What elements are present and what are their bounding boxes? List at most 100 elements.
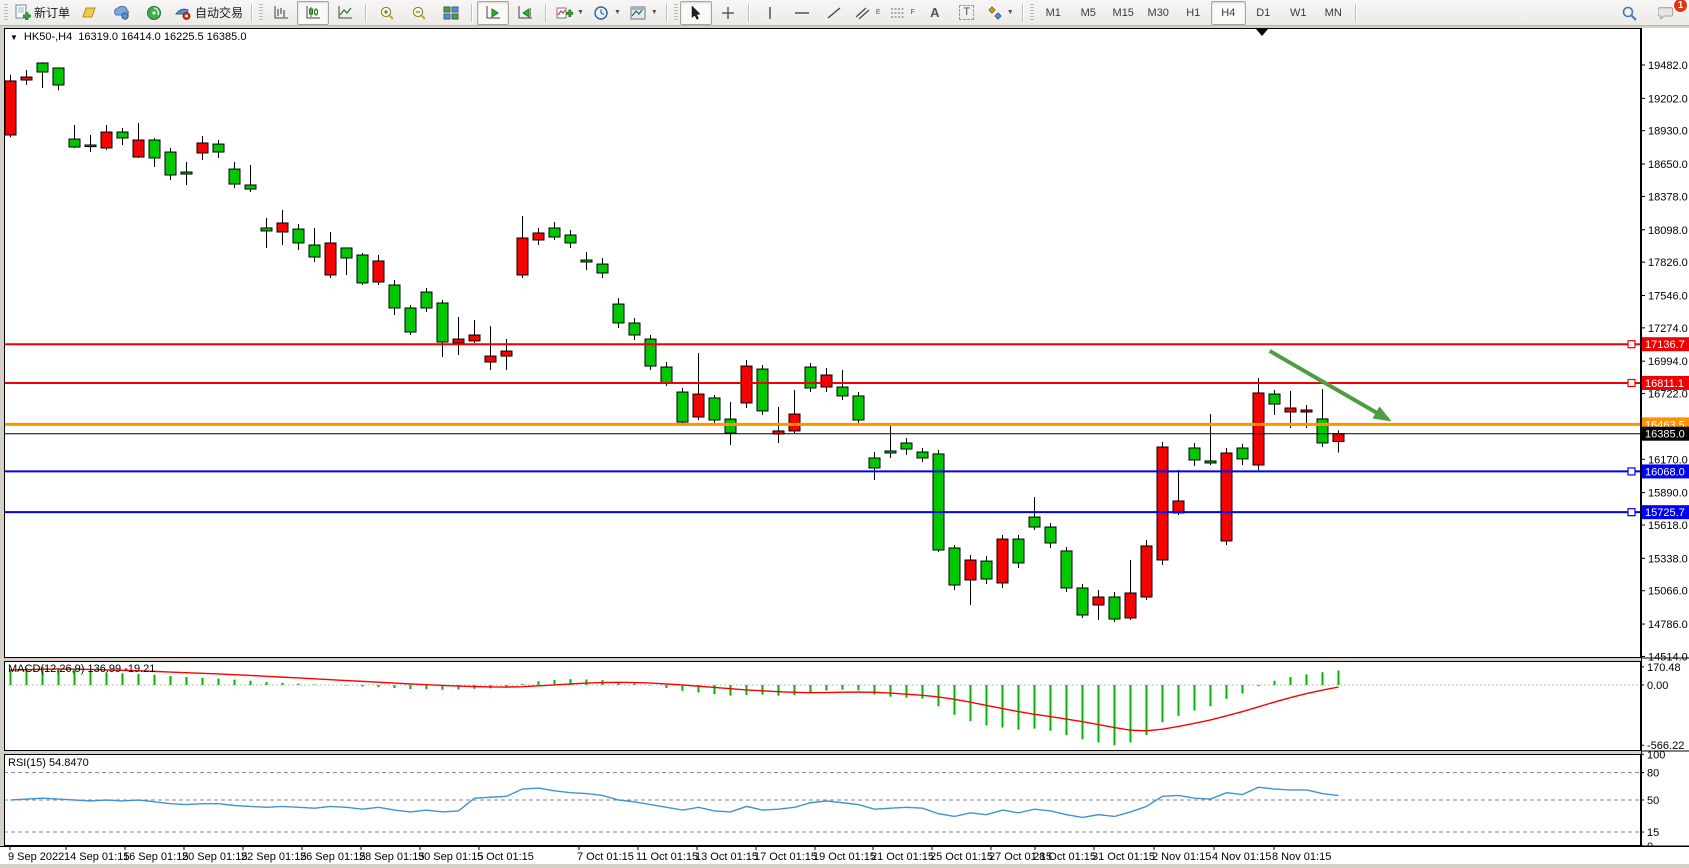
collapse-objects-icon[interactable]: ▼	[10, 32, 18, 42]
notification-badge: 1	[1673, 0, 1688, 13]
indicators-button[interactable]: ▼	[551, 1, 588, 25]
macd-name: MACD(12,26,9)	[8, 663, 85, 675]
candle	[196, 142, 209, 154]
chart-symbol-period: HK50-,H4	[23, 31, 73, 43]
price-level-box-label: 17136.7	[1645, 339, 1685, 351]
candle	[1124, 592, 1137, 619]
horizontal-line-tool-button[interactable]	[786, 1, 818, 25]
fibonacci-icon	[890, 8, 904, 17]
zoom-out-button[interactable]	[403, 1, 435, 25]
chart-expand-marker[interactable]	[1256, 29, 1268, 36]
timeframe-m5-button[interactable]: M5	[1071, 1, 1106, 25]
notifications-button[interactable]: 1	[1651, 0, 1688, 25]
time-tick-label: 31 Oct 01:15	[1092, 851, 1155, 863]
auto-scroll-button[interactable]	[477, 0, 510, 25]
price-tick-label: 17826.0	[1648, 257, 1688, 269]
new-order-button[interactable]: 新订单	[10, 1, 74, 25]
candle	[484, 355, 497, 363]
timeframe-mn-label: MN	[1324, 6, 1342, 19]
price-level-box-label: 16811.1	[1645, 378, 1684, 390]
search-button[interactable]	[1613, 1, 1645, 25]
data-window-button[interactable]	[106, 1, 138, 25]
channel-tool-button[interactable]: E	[850, 1, 885, 25]
tile-windows-button[interactable]	[435, 1, 467, 25]
chat-bubble-icon	[1658, 7, 1674, 20]
time-tick-label: 2 Nov 01:15	[1152, 851, 1211, 863]
macd-axis-label: 0.00	[1647, 680, 1668, 692]
chart-bars-button[interactable]	[265, 1, 297, 25]
timeframe-m15-button[interactable]: M15	[1106, 1, 1141, 25]
price-tick-label: 17546.0	[1648, 290, 1688, 302]
candle	[964, 559, 977, 581]
timeframe-h1-button[interactable]: H1	[1176, 1, 1211, 25]
candle	[660, 366, 673, 384]
candle	[980, 560, 993, 580]
templates-button[interactable]: ▼	[625, 1, 662, 25]
level-line-handle[interactable]	[1627, 467, 1636, 476]
search-icon	[1622, 6, 1637, 21]
fibonacci-tool-button[interactable]: F	[885, 1, 919, 25]
cursor-tool-button[interactable]	[679, 0, 712, 25]
fibonacci-tool-tag: F	[910, 9, 915, 16]
candle	[756, 368, 769, 412]
label-tool-button[interactable]: T	[951, 1, 983, 25]
time-tick-label: 16 Sep 01:15	[123, 851, 188, 863]
timeframe-h4-button[interactable]: H4	[1210, 0, 1246, 25]
timeframe-m1-button[interactable]: M1	[1036, 1, 1071, 25]
time-tick-label: 13 Oct 01:15	[695, 851, 758, 863]
time-tick-label: 7 Oct 01:15	[577, 851, 634, 863]
candle	[628, 322, 641, 336]
candle	[436, 302, 449, 343]
candle	[804, 366, 817, 389]
candle	[868, 457, 881, 469]
timeframe-mn-button[interactable]: MN	[1316, 1, 1351, 25]
candle	[148, 139, 161, 159]
cursor-icon	[691, 4, 701, 20]
timeframe-d1-button[interactable]: D1	[1246, 1, 1281, 25]
trendline-tool-button[interactable]	[818, 1, 850, 25]
chart-line-button[interactable]	[329, 1, 361, 25]
chart-shift-button[interactable]	[509, 1, 541, 25]
level-line-handle[interactable]	[1627, 378, 1636, 388]
text-tool-button[interactable]: A	[919, 1, 951, 25]
symbols-button[interactable]	[74, 1, 106, 25]
zoom-in-button[interactable]	[371, 1, 403, 25]
macd-background	[4, 661, 1641, 751]
timeframe-m1-label: M1	[1045, 6, 1061, 19]
navigator-icon	[147, 5, 162, 20]
periods-button[interactable]: ▼	[588, 1, 625, 25]
toolbar-grip[interactable]	[4, 3, 8, 22]
crosshair-tool-button[interactable]	[712, 1, 744, 25]
main-chart-canvas[interactable]	[4, 28, 1641, 658]
symbols-icon	[82, 7, 96, 17]
timeframe-m30-button[interactable]: M30	[1141, 1, 1176, 25]
template-icon	[630, 6, 646, 19]
navigator-button[interactable]	[138, 1, 170, 25]
vertical-line-tool-button[interactable]	[754, 1, 786, 25]
level-line-handle[interactable]	[1627, 340, 1636, 349]
candle	[1156, 446, 1169, 561]
macd-canvas[interactable]	[4, 661, 1641, 751]
trend-arrow[interactable]	[1268, 349, 1390, 422]
rsi-canvas[interactable]	[4, 754, 1641, 846]
macd-signal-value: -19.21	[124, 663, 156, 675]
candle	[228, 168, 241, 185]
trend-arrow-head[interactable]	[1372, 406, 1392, 422]
label-tool-icon: T	[959, 5, 975, 20]
price-axis[interactable]: 19482.0 19202.0 18930.0 18650.0 18378.0 18098…	[1641, 28, 1689, 846]
chart-candles-button[interactable]	[297, 0, 330, 25]
autotrading-button[interactable]: 自动交易	[170, 1, 247, 25]
main-chart-border	[4, 28, 1641, 658]
arrows-tool-button[interactable]: ▼	[983, 1, 1018, 25]
candle	[84, 144, 97, 148]
tile-windows-icon	[443, 6, 459, 19]
price-tick-label: 15066.0	[1648, 586, 1688, 598]
candle	[1060, 550, 1073, 589]
price-tick-label: 16994.0	[1648, 356, 1688, 368]
level-line-handle[interactable]	[1627, 508, 1636, 517]
timeframe-w1-button[interactable]: W1	[1281, 1, 1316, 25]
rsi-axis-label: 15	[1647, 827, 1659, 839]
candle	[372, 260, 385, 283]
time-tick-label: 14 Sep 01:15	[64, 851, 129, 863]
